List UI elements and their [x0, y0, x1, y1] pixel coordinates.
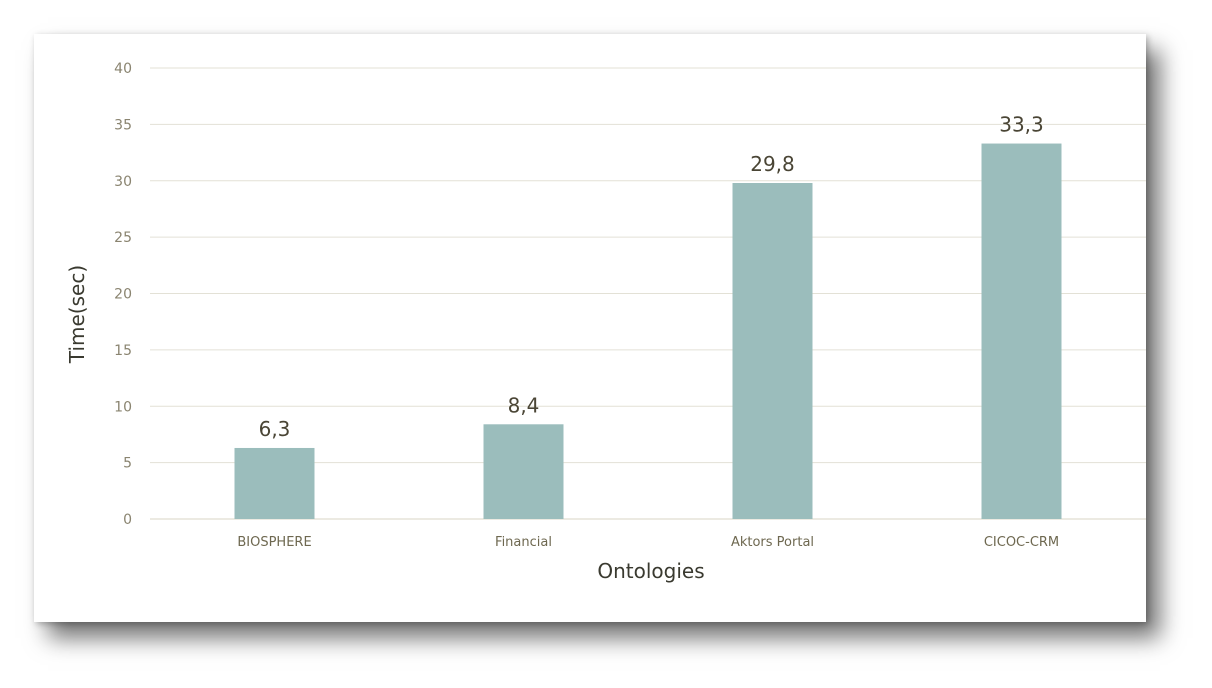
x-category-label: Financial	[495, 535, 552, 550]
x-axis-categories: BIOSPHERE Financial Aktors Portal CICOC-CRM	[237, 535, 1059, 550]
bar	[234, 447, 315, 519]
data-label: 33,3	[999, 113, 1044, 137]
y-tick-label: 40	[114, 61, 132, 77]
bar	[732, 183, 813, 519]
y-tick-label: 15	[114, 343, 132, 359]
y-axis-title: Time(sec)	[65, 265, 89, 364]
bar	[483, 424, 564, 519]
chart-card	[34, 34, 1146, 622]
bar	[981, 143, 1062, 520]
grid-lines	[150, 67, 1146, 520]
bars	[234, 143, 1062, 520]
data-labels: 6,3 8,4 29,8 33,3	[259, 113, 1044, 441]
y-tick-label: 30	[114, 174, 132, 190]
y-tick-label: 10	[114, 399, 132, 415]
y-tick-label: 25	[114, 230, 132, 246]
data-label: 29,8	[750, 152, 795, 176]
y-axis-ticks: 0 5 10 15 20 25 30 35 40	[114, 61, 132, 528]
x-axis-title: Ontologies	[597, 559, 704, 583]
x-category-label: BIOSPHERE	[237, 535, 311, 550]
x-category-label: Aktors Portal	[731, 535, 814, 550]
x-category-label: CICOC-CRM	[984, 535, 1059, 550]
data-label: 8,4	[508, 393, 540, 417]
y-tick-label: 0	[123, 512, 132, 528]
y-tick-label: 35	[114, 117, 132, 133]
data-label: 6,3	[259, 417, 291, 441]
y-tick-label: 5	[123, 456, 132, 472]
y-tick-label: 20	[114, 287, 132, 303]
